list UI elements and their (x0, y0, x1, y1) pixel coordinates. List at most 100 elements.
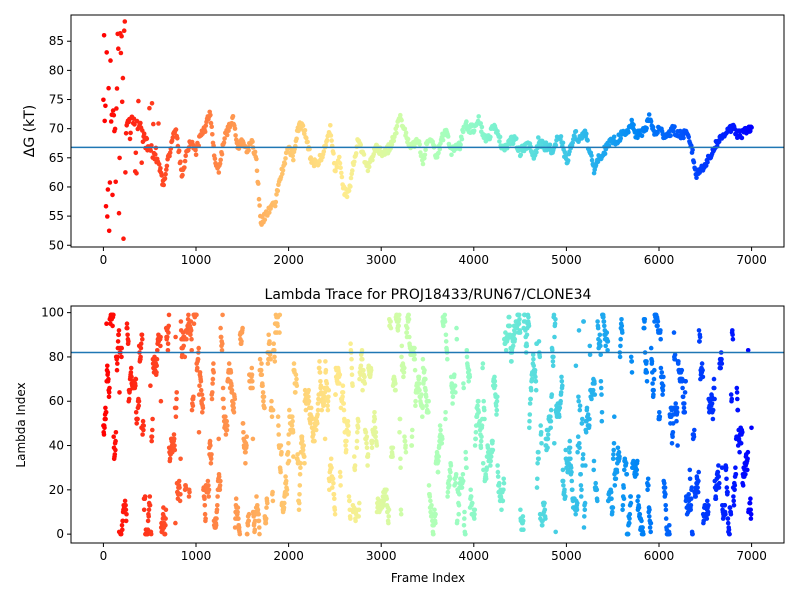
lambda-point (341, 401, 347, 406)
lambda-point (270, 407, 276, 413)
lambda-point (300, 447, 306, 453)
lambda-point (190, 403, 196, 409)
delta-g-point (716, 139, 722, 144)
lambda-point (563, 494, 568, 499)
lambda-point (123, 518, 129, 524)
lambda-point (356, 514, 362, 519)
lambda-point (548, 407, 554, 413)
lambda-point (266, 332, 272, 338)
lambda-point (265, 500, 270, 506)
lambda-point (597, 339, 603, 344)
lambda-point (517, 317, 522, 322)
lambda-point (663, 507, 669, 513)
delta-g-point (423, 147, 428, 152)
lambda-point (285, 449, 291, 455)
lambda-point (442, 312, 448, 318)
lambda-point (172, 443, 177, 448)
delta-g-point (127, 136, 133, 142)
lambda-point (748, 496, 753, 502)
lambda-point (290, 414, 295, 420)
lambda-point (412, 352, 417, 358)
lambda-point (118, 531, 124, 537)
lambda-point (173, 334, 178, 340)
lambda-point (488, 458, 494, 464)
delta-g-point (178, 159, 183, 165)
lambda-point (225, 423, 230, 428)
lambda-point (229, 387, 235, 393)
lambda-point (725, 520, 731, 526)
lambda-point (406, 312, 412, 318)
lambda-point (598, 379, 604, 384)
lambda-point (628, 494, 633, 499)
lambda-point (325, 398, 331, 404)
lambda-point (205, 478, 211, 484)
lambda-point (174, 390, 179, 395)
delta-g-point (119, 99, 125, 105)
lambda-point (147, 503, 153, 508)
delta-g-point (123, 170, 128, 175)
lambda-point (670, 434, 675, 440)
lambda-point (328, 456, 334, 462)
lambda-point (293, 372, 299, 378)
lambda-point (126, 339, 131, 344)
delta-g-point (518, 152, 524, 158)
lambda-point (674, 405, 680, 411)
delta-g-point (136, 98, 141, 104)
lambda-point (114, 367, 120, 373)
lambda-point (163, 507, 169, 513)
bottom-chart-title: Lambda Trace for PROJ18433/RUN67/CLONE34 (265, 287, 592, 303)
lambda-point (674, 418, 679, 424)
lambda-point (621, 496, 627, 502)
lambda-point (578, 483, 584, 488)
lambda-point (482, 416, 487, 422)
delta-g-point (193, 152, 199, 158)
lambda-point (450, 394, 456, 400)
lambda-point (655, 319, 661, 324)
lambda-point (660, 383, 666, 389)
lambda-point (209, 396, 215, 402)
bottom-y-tick-label: 0 (56, 527, 64, 541)
lambda-point (587, 352, 593, 358)
lambda-point (208, 461, 214, 466)
delta-g-point (648, 119, 654, 124)
lambda-point (445, 494, 450, 499)
lambda-point (733, 465, 738, 471)
lambda-point (302, 461, 307, 466)
delta-g-point (232, 126, 238, 131)
lambda-point (200, 410, 205, 415)
lambda-point (412, 345, 417, 351)
lambda-point (687, 467, 693, 473)
lambda-point (223, 432, 229, 437)
lambda-point (407, 334, 412, 340)
lambda-point (406, 317, 412, 322)
lambda-point (533, 374, 538, 380)
lambda-point (560, 383, 565, 389)
delta-g-point (589, 153, 594, 158)
lambda-point (636, 494, 641, 499)
lambda-point (398, 465, 403, 471)
lambda-point (241, 430, 246, 435)
top-y-tick-label: 70 (49, 122, 64, 136)
lambda-point (286, 441, 291, 446)
lambda-point (473, 430, 479, 435)
lambda-point (343, 447, 349, 453)
lambda-point (531, 356, 536, 362)
lambda-point (208, 456, 214, 462)
lambda-point (369, 445, 375, 451)
lambda-point (173, 520, 178, 526)
lambda-point (509, 359, 514, 364)
lambda-point (472, 443, 478, 448)
lambda-point (636, 505, 642, 510)
lambda-point (236, 525, 242, 530)
lambda-point (582, 500, 588, 506)
lambda-point (303, 407, 309, 413)
lambda-point (655, 323, 660, 329)
lambda-point (463, 531, 468, 537)
delta-g-point (346, 188, 352, 193)
lambda-point (738, 441, 744, 446)
delta-g-point (182, 165, 187, 170)
lambda-point (277, 312, 283, 318)
lambda-point (730, 336, 736, 342)
lambda-point (302, 454, 307, 459)
lambda-point (337, 372, 343, 378)
